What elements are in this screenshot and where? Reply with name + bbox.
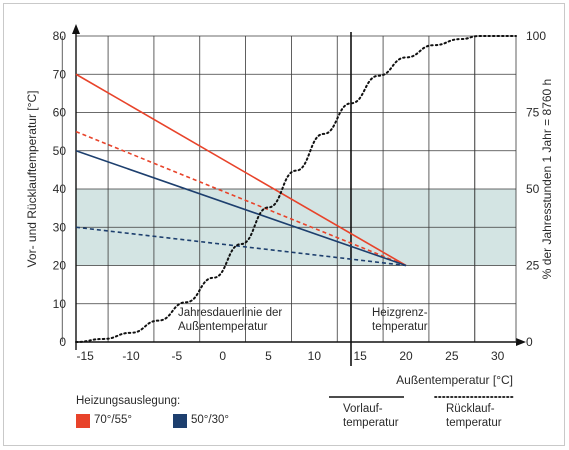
y-tick-left: 50 xyxy=(53,144,67,158)
annotation-heizgrenz-1: Heizgrenz- xyxy=(372,307,428,319)
y-tick-left: 30 xyxy=(53,220,67,234)
y-tick-right: 100 xyxy=(526,29,546,43)
x-axis-arrow xyxy=(516,338,526,346)
legend-vorlauf-line2: temperatur xyxy=(343,417,399,429)
y-axis-arrow xyxy=(72,24,80,34)
legend-swatch-50-30 xyxy=(173,414,187,428)
x-tick-label: -10 xyxy=(122,349,140,363)
annotation-jahresdauerlinie-1: Jahresdauerlinie der xyxy=(178,307,282,319)
x-tick-label: 15 xyxy=(353,349,367,363)
y-axis-right-label: % der Jahresstunden 1 Jahr = 8760 h xyxy=(540,79,554,279)
y-tick-left: 40 xyxy=(53,182,67,196)
x-tick-label: -15 xyxy=(76,349,94,363)
legend-ruecklauf-label: Rücklauf- temperatur xyxy=(446,402,502,430)
y-tick-right: 0 xyxy=(526,335,533,349)
y-tick-right: 25 xyxy=(526,259,540,273)
annotation-heizgrenz-2: temperatur xyxy=(372,321,428,333)
y-tick-right: 50 xyxy=(526,182,540,196)
x-tick-label: 25 xyxy=(445,349,459,363)
y-tick-left: 60 xyxy=(53,106,67,120)
jahresdauerlinie-curve xyxy=(75,35,517,343)
legend-vorlauf-line1: Vorlauf- xyxy=(343,403,383,415)
x-tick-label: 0 xyxy=(219,349,226,363)
x-tick-label: 10 xyxy=(308,349,322,363)
legend-vorlauf-label: Vorlauf- temperatur xyxy=(343,402,399,430)
figure-frame xyxy=(3,3,565,446)
y-tick-left: 20 xyxy=(53,259,67,273)
x-tick-label: -5 xyxy=(171,349,182,363)
legend-title: Heizungsauslegung: xyxy=(76,395,181,407)
series-line-2 xyxy=(75,130,407,267)
y-tick-left: 70 xyxy=(53,67,67,81)
x-tick-label: 5 xyxy=(265,349,272,363)
series-line-4 xyxy=(75,226,407,267)
series-line-3 xyxy=(75,149,407,267)
y-tick-left: 80 xyxy=(53,29,67,43)
legend-ruecklauf-line1: Rücklauf- xyxy=(446,403,495,415)
x-tick-label: 20 xyxy=(399,349,413,363)
y-tick-left: 10 xyxy=(53,297,67,311)
x-axis-label: Außentemperatur [°C] xyxy=(396,373,513,387)
y-tick-left: 0 xyxy=(59,335,66,349)
legend-ruecklauf-line2: temperatur xyxy=(446,417,502,429)
legend-label-70-55: 70°/55° xyxy=(94,414,132,426)
series-line-1 xyxy=(75,73,407,267)
y-axis-left-label: Vor- und Rücklauftemperatur [°C] xyxy=(25,91,39,268)
annotation-jahresdauerlinie-2: Außentemperatur xyxy=(178,321,268,333)
x-tick-label: 30 xyxy=(491,349,505,363)
legend-label-50-30: 50°/30° xyxy=(191,414,229,426)
y-tick-right: 75 xyxy=(526,106,540,120)
legend-swatch-70-55 xyxy=(76,414,90,428)
